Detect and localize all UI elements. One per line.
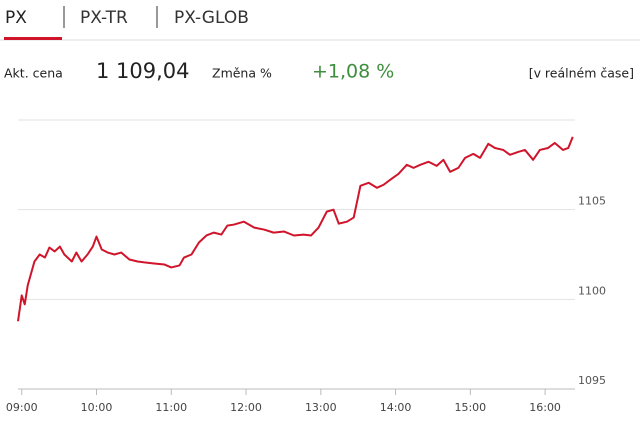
y-tick-label: 1100 bbox=[578, 284, 606, 297]
tab[interactable]: PX-TR bbox=[80, 8, 128, 28]
tab[interactable]: PX bbox=[5, 8, 27, 28]
y-tick-label: 1095 bbox=[578, 374, 606, 387]
y-tick-label: 1105 bbox=[578, 195, 606, 208]
x-tick-label: 11:00 bbox=[155, 401, 187, 414]
price-label: Akt. cena bbox=[4, 66, 63, 81]
plot: 1095 1100 1105 09:00 10:00 11:00 12:00 13:00 14:… bbox=[6, 136, 606, 414]
price-line bbox=[17, 136, 574, 322]
x-tick-label: 09:00 bbox=[6, 401, 38, 414]
active-tab-indicator bbox=[4, 37, 62, 40]
tab[interactable]: PX-GLOB bbox=[174, 8, 249, 28]
x-tick-label: 10:00 bbox=[81, 401, 113, 414]
x-tick-label: 16:00 bbox=[529, 401, 561, 414]
realtime-note: [v reálném čase] bbox=[529, 66, 634, 81]
x-tick-label: 13:00 bbox=[305, 401, 337, 414]
x-tick-label: 12:00 bbox=[230, 401, 262, 414]
change-label: Změna % bbox=[212, 66, 272, 81]
change: +1,08 % bbox=[312, 61, 394, 83]
x-tick-label: 14:00 bbox=[380, 401, 412, 414]
price: 1 109,04 bbox=[96, 59, 190, 83]
x-tick-label: 15:00 bbox=[454, 401, 486, 414]
